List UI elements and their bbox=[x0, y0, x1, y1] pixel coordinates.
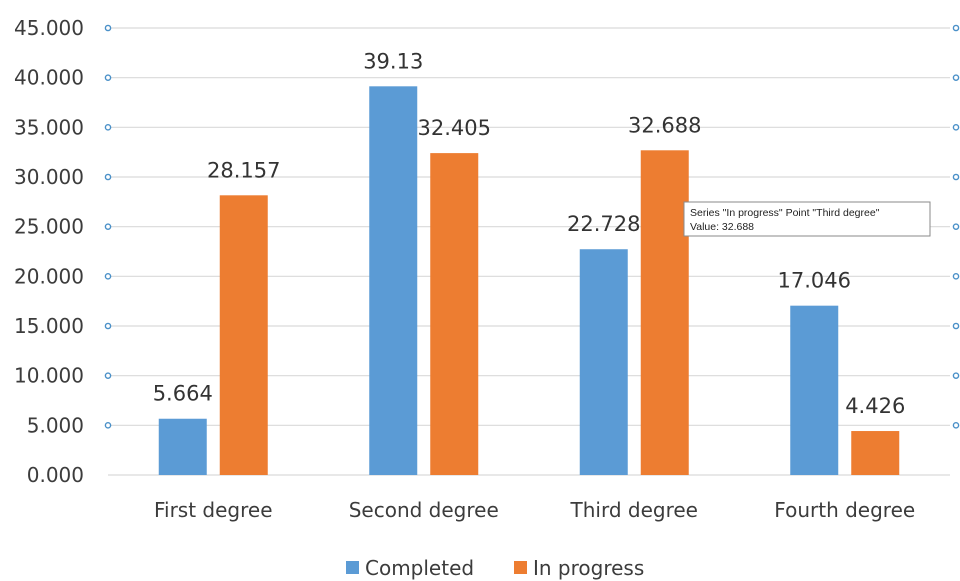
bar bbox=[579, 249, 628, 475]
y-tick-label: 15.000 bbox=[14, 314, 84, 338]
data-label: 17.046 bbox=[778, 269, 851, 293]
selection-handle-icon bbox=[952, 322, 960, 330]
selection-handle-icon bbox=[104, 223, 112, 230]
legend-swatch bbox=[514, 561, 527, 574]
data-label: 32.688 bbox=[628, 113, 701, 137]
tooltip: Series "In progress" Point "Third degree… bbox=[683, 201, 931, 237]
selection-handle-icon bbox=[104, 24, 112, 32]
selection-handle-icon bbox=[952, 422, 960, 429]
legend-swatch bbox=[346, 561, 359, 574]
y-tick-label: 10.000 bbox=[14, 364, 84, 388]
bars bbox=[158, 86, 900, 476]
selection-handles bbox=[104, 24, 960, 429]
y-tick-label: 40.000 bbox=[14, 66, 84, 90]
bar bbox=[158, 418, 207, 475]
bar bbox=[430, 153, 479, 475]
tooltip-line-1: Series "In progress" Point "Third degree… bbox=[690, 207, 880, 219]
data-label: 32.405 bbox=[418, 116, 491, 140]
bar bbox=[219, 195, 268, 475]
y-tick-label: 25.000 bbox=[14, 215, 84, 239]
x-axis-category-labels: First degree Second degree Third degree Fou… bbox=[154, 498, 915, 522]
selection-handle-icon bbox=[104, 422, 112, 429]
selection-handle-icon bbox=[952, 223, 960, 230]
bar bbox=[640, 150, 689, 475]
selection-handle-icon bbox=[952, 24, 960, 32]
category-label: Second degree bbox=[349, 498, 499, 522]
selection-handle-icon bbox=[952, 74, 960, 81]
y-axis-tick-labels: 0.000 5.000 10.000 15.000 20.000 25.000 30.000… bbox=[14, 16, 84, 487]
selection-handle-icon bbox=[104, 322, 112, 330]
y-tick-label: 20.000 bbox=[14, 264, 84, 288]
bar bbox=[851, 431, 900, 475]
data-labels: 5.664 28.157 39.13 32.405 22.728 32.688 17.046… bbox=[153, 49, 906, 418]
y-tick-label: 30.000 bbox=[14, 165, 84, 189]
y-tick-label: 35.000 bbox=[14, 115, 84, 139]
y-tick-label: 45.000 bbox=[14, 16, 84, 40]
data-label: 28.157 bbox=[207, 158, 280, 182]
selection-handle-icon bbox=[952, 173, 960, 181]
selection-handle-icon bbox=[104, 173, 112, 181]
data-label: 4.426 bbox=[845, 394, 905, 418]
category-label: Fourth degree bbox=[774, 498, 915, 522]
legend-label: In progress bbox=[533, 556, 644, 580]
selection-handle-icon bbox=[952, 372, 960, 379]
y-tick-label: 0.000 bbox=[27, 463, 84, 487]
selection-handle-icon bbox=[952, 273, 960, 280]
category-label: First degree bbox=[154, 498, 273, 522]
selection-handle-icon bbox=[952, 124, 960, 131]
category-label: Third degree bbox=[570, 498, 698, 522]
legend: Completed In progress bbox=[346, 556, 644, 580]
bar bbox=[369, 86, 418, 476]
selection-handle-icon bbox=[104, 273, 112, 280]
selection-handle-icon bbox=[104, 124, 112, 131]
selection-handle-icon bbox=[104, 74, 112, 81]
legend-label: Completed bbox=[365, 556, 474, 580]
tooltip-line-2: Value: 32.688 bbox=[690, 221, 754, 233]
tooltip-box bbox=[683, 201, 931, 237]
y-tick-label: 5.000 bbox=[27, 413, 84, 437]
data-label: 39.13 bbox=[363, 49, 423, 73]
data-label: 5.664 bbox=[153, 382, 213, 406]
bar bbox=[790, 305, 839, 475]
data-label: 22.728 bbox=[567, 212, 640, 236]
selection-handle-icon bbox=[104, 372, 112, 379]
